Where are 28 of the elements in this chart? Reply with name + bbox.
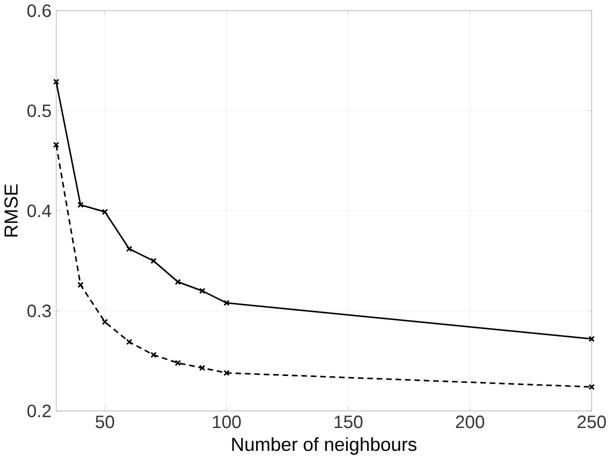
point [223,370,230,376]
point [199,364,206,371]
point [223,300,230,306]
point [199,288,206,294]
x-tick-label: 100 [213,415,241,428]
point [150,352,157,358]
point [126,246,132,252]
x-tick-label: 200 [456,415,484,428]
x-tick-label: 50 [96,415,114,428]
point [102,208,108,215]
point [588,384,595,390]
y-tick-label: 0.5 [27,104,51,118]
point [174,360,181,366]
point [102,318,108,325]
y-axis-title: RMSE [4,184,18,236]
x-axis-title: Number of neighbours [232,437,416,455]
point [126,338,132,345]
point [77,282,84,288]
y-tick-label: 0.3 [27,304,51,318]
point [53,142,60,148]
x-tick-label: 150 [334,415,362,428]
y-tick-label: 0.6 [27,4,51,17]
y-tick-label: 0.4 [27,204,52,218]
point [77,202,84,208]
y-tick-label: 0.2 [27,404,51,418]
x-tick-label: 250 [578,415,606,428]
point [174,278,181,285]
point [150,258,157,264]
